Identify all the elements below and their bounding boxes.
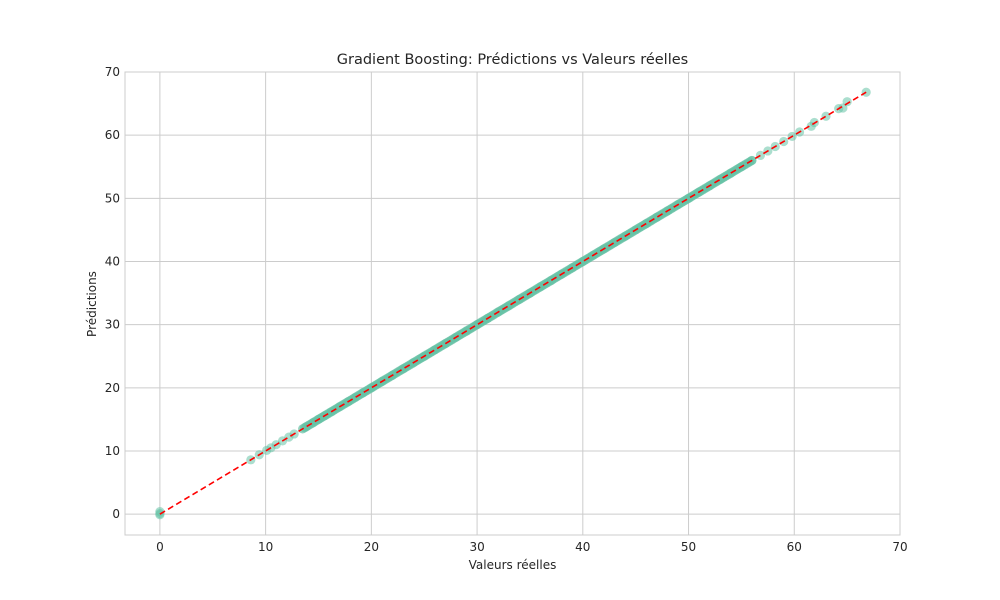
y-tick-label: 50 — [105, 191, 120, 205]
x-tick-label: 50 — [681, 540, 696, 554]
y-tick-labels: 0 10 20 30 40 50 60 70 — [105, 65, 120, 521]
data-point — [472, 320, 482, 330]
x-tick-label: 30 — [469, 540, 484, 554]
grid — [125, 71, 901, 535]
data-point — [578, 256, 588, 267]
y-tick-label: 40 — [105, 254, 120, 268]
data-point — [366, 383, 376, 393]
y-tick-label: 60 — [105, 128, 120, 142]
y-axis-label: Prédictions — [85, 271, 99, 337]
x-axis-label: Valeurs réelles — [469, 558, 557, 572]
data-point — [821, 111, 831, 121]
x-tick-labels: 0 10 20 30 40 50 60 70 — [156, 540, 908, 554]
y-tick-label: 30 — [105, 318, 120, 332]
data-point — [546, 275, 556, 286]
data-point — [430, 345, 440, 355]
x-tick-label: 10 — [258, 540, 273, 554]
data-point — [652, 212, 662, 222]
data-point — [683, 193, 694, 203]
y-tick-label: 20 — [105, 381, 120, 395]
y-tick-label: 70 — [105, 65, 120, 79]
data-point — [861, 87, 871, 97]
data-point — [358, 388, 368, 398]
y-tick-label: 10 — [105, 444, 120, 458]
x-tick-label: 0 — [156, 540, 164, 554]
data-point — [398, 364, 408, 374]
x-tick-label: 40 — [575, 540, 590, 554]
reference-line — [159, 91, 867, 515]
plot-frame — [124, 71, 901, 536]
data-point — [641, 218, 651, 229]
x-tick-label: 60 — [787, 540, 802, 554]
data-point — [609, 237, 620, 248]
y-tick-label: 0 — [112, 507, 120, 521]
data-point — [842, 97, 852, 107]
data-point — [504, 301, 514, 311]
data-point — [535, 282, 546, 292]
data-point — [715, 174, 725, 184]
x-tick-label: 70 — [892, 540, 907, 554]
x-tick-label: 20 — [364, 540, 379, 554]
chart-title: Gradient Boosting: Prédictions vs Valeur… — [337, 52, 688, 68]
